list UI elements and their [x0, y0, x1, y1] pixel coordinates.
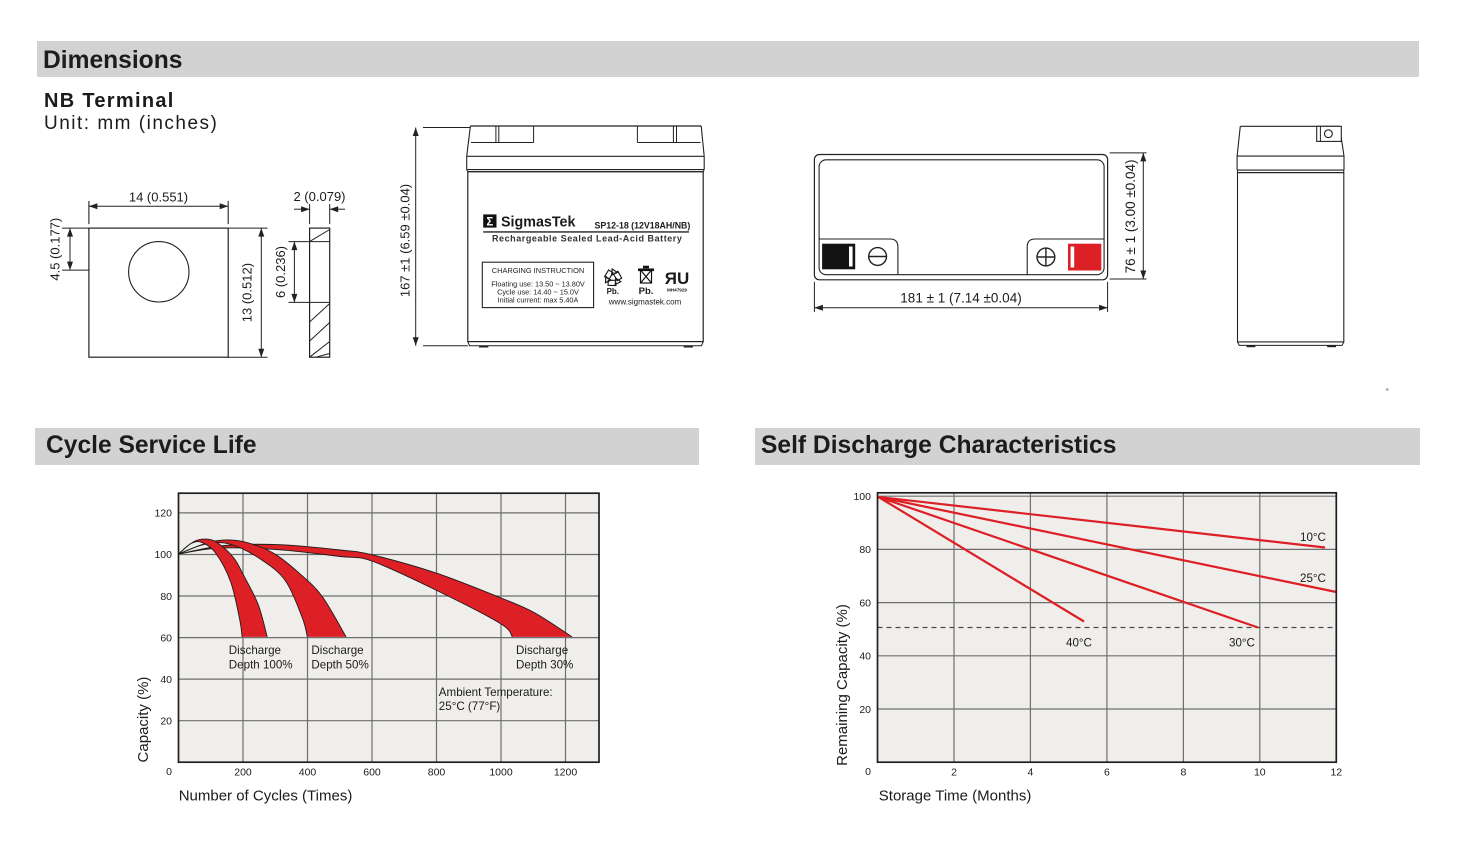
svg-text:Number of Cycles (Times): Number of Cycles (Times) [179, 788, 353, 805]
svg-text:Initial current: max 5.40A: Initial current: max 5.40A [498, 295, 579, 304]
svg-text:MH47929: MH47929 [667, 288, 687, 293]
svg-text:CHARGING INSTRUCTION: CHARGING INSTRUCTION [492, 266, 584, 275]
svg-text:80: 80 [160, 591, 172, 603]
svg-text:Depth 50%: Depth 50% [311, 658, 368, 671]
svg-text:40°C: 40°C [1066, 637, 1092, 650]
svg-text:200: 200 [234, 767, 252, 779]
svg-text:60: 60 [160, 632, 172, 644]
svg-text:6 (0.236): 6 (0.236) [273, 246, 288, 298]
svg-text:25°C: 25°C [1300, 572, 1326, 585]
svg-text:20: 20 [160, 716, 172, 728]
svg-text:Remaining Capacity (%): Remaining Capacity (%) [834, 604, 851, 766]
svg-text:10°C: 10°C [1300, 531, 1326, 544]
svg-text:Discharge: Discharge [311, 644, 363, 657]
svg-text:Floating use: 13.50 ~ 13.80V: Floating use: 13.50 ~ 13.80V [491, 279, 585, 288]
svg-text:80: 80 [859, 544, 871, 556]
svg-text:100: 100 [154, 549, 172, 561]
svg-text:Pb.: Pb. [607, 287, 619, 296]
svg-text:SP12-18 (12V18AH/NB): SP12-18 (12V18AH/NB) [595, 220, 691, 230]
svg-text:30°C: 30°C [1229, 637, 1255, 650]
svg-text:4.5 (0.177): 4.5 (0.177) [48, 218, 63, 281]
svg-text:1200: 1200 [554, 767, 578, 779]
svg-text:100: 100 [853, 491, 871, 503]
svg-text:Discharge: Discharge [229, 644, 281, 657]
svg-text:www.sigmastek.com: www.sigmastek.com [608, 298, 682, 307]
svg-text:4: 4 [1027, 767, 1033, 779]
svg-text:167 ±1 (6.59 ±0.04): 167 ±1 (6.59 ±0.04) [398, 184, 413, 297]
svg-text:Ambient Temperature:: Ambient Temperature: [439, 686, 553, 699]
svg-text:Rechargeable Sealed Lead-Acid: Rechargeable Sealed Lead-Acid Battery [492, 234, 682, 244]
svg-text:2: 2 [951, 767, 957, 779]
svg-text:12: 12 [1330, 767, 1342, 779]
svg-text:Storage Time (Months): Storage Time (Months) [879, 788, 1032, 805]
svg-text:0: 0 [166, 766, 172, 778]
svg-text:SigmasTek: SigmasTek [501, 215, 575, 231]
svg-text:60: 60 [859, 597, 871, 609]
svg-text:120: 120 [154, 508, 172, 520]
svg-text:8: 8 [1180, 767, 1186, 779]
svg-text:Depth 30%: Depth 30% [516, 658, 573, 671]
svg-text:20: 20 [859, 704, 871, 716]
svg-text:6: 6 [1104, 767, 1110, 779]
svg-text:Pb.: Pb. [639, 286, 654, 297]
svg-text:1000: 1000 [489, 767, 513, 779]
svg-text:40: 40 [160, 674, 172, 686]
svg-text:ЯU: ЯU [665, 269, 690, 288]
svg-text:13 (0.512): 13 (0.512) [240, 263, 255, 322]
svg-text:10: 10 [1254, 767, 1266, 779]
svg-text:181 ± 1 (7.14 ±0.04): 181 ± 1 (7.14 ±0.04) [900, 290, 1021, 305]
svg-text:14 (0.551): 14 (0.551) [129, 190, 188, 205]
svg-text:Σ: Σ [486, 216, 493, 228]
svg-text:2 (0.079): 2 (0.079) [293, 189, 345, 204]
svg-text:Cycle use: 14.40 ~ 15.0V: Cycle use: 14.40 ~ 15.0V [497, 287, 579, 296]
svg-text:0: 0 [865, 766, 871, 778]
svg-text:40: 40 [859, 651, 871, 663]
svg-text:Discharge: Discharge [516, 644, 568, 657]
svg-text:Depth 100%: Depth 100% [229, 658, 293, 671]
svg-text:800: 800 [428, 767, 446, 779]
svg-text:400: 400 [299, 767, 317, 779]
svg-text:Capacity (%): Capacity (%) [135, 677, 152, 763]
svg-text:76 ± 1 (3.00 ±0.04): 76 ± 1 (3.00 ±0.04) [1123, 159, 1138, 273]
svg-text:25°C (77°F): 25°C (77°F) [439, 700, 501, 713]
svg-text:600: 600 [363, 767, 381, 779]
